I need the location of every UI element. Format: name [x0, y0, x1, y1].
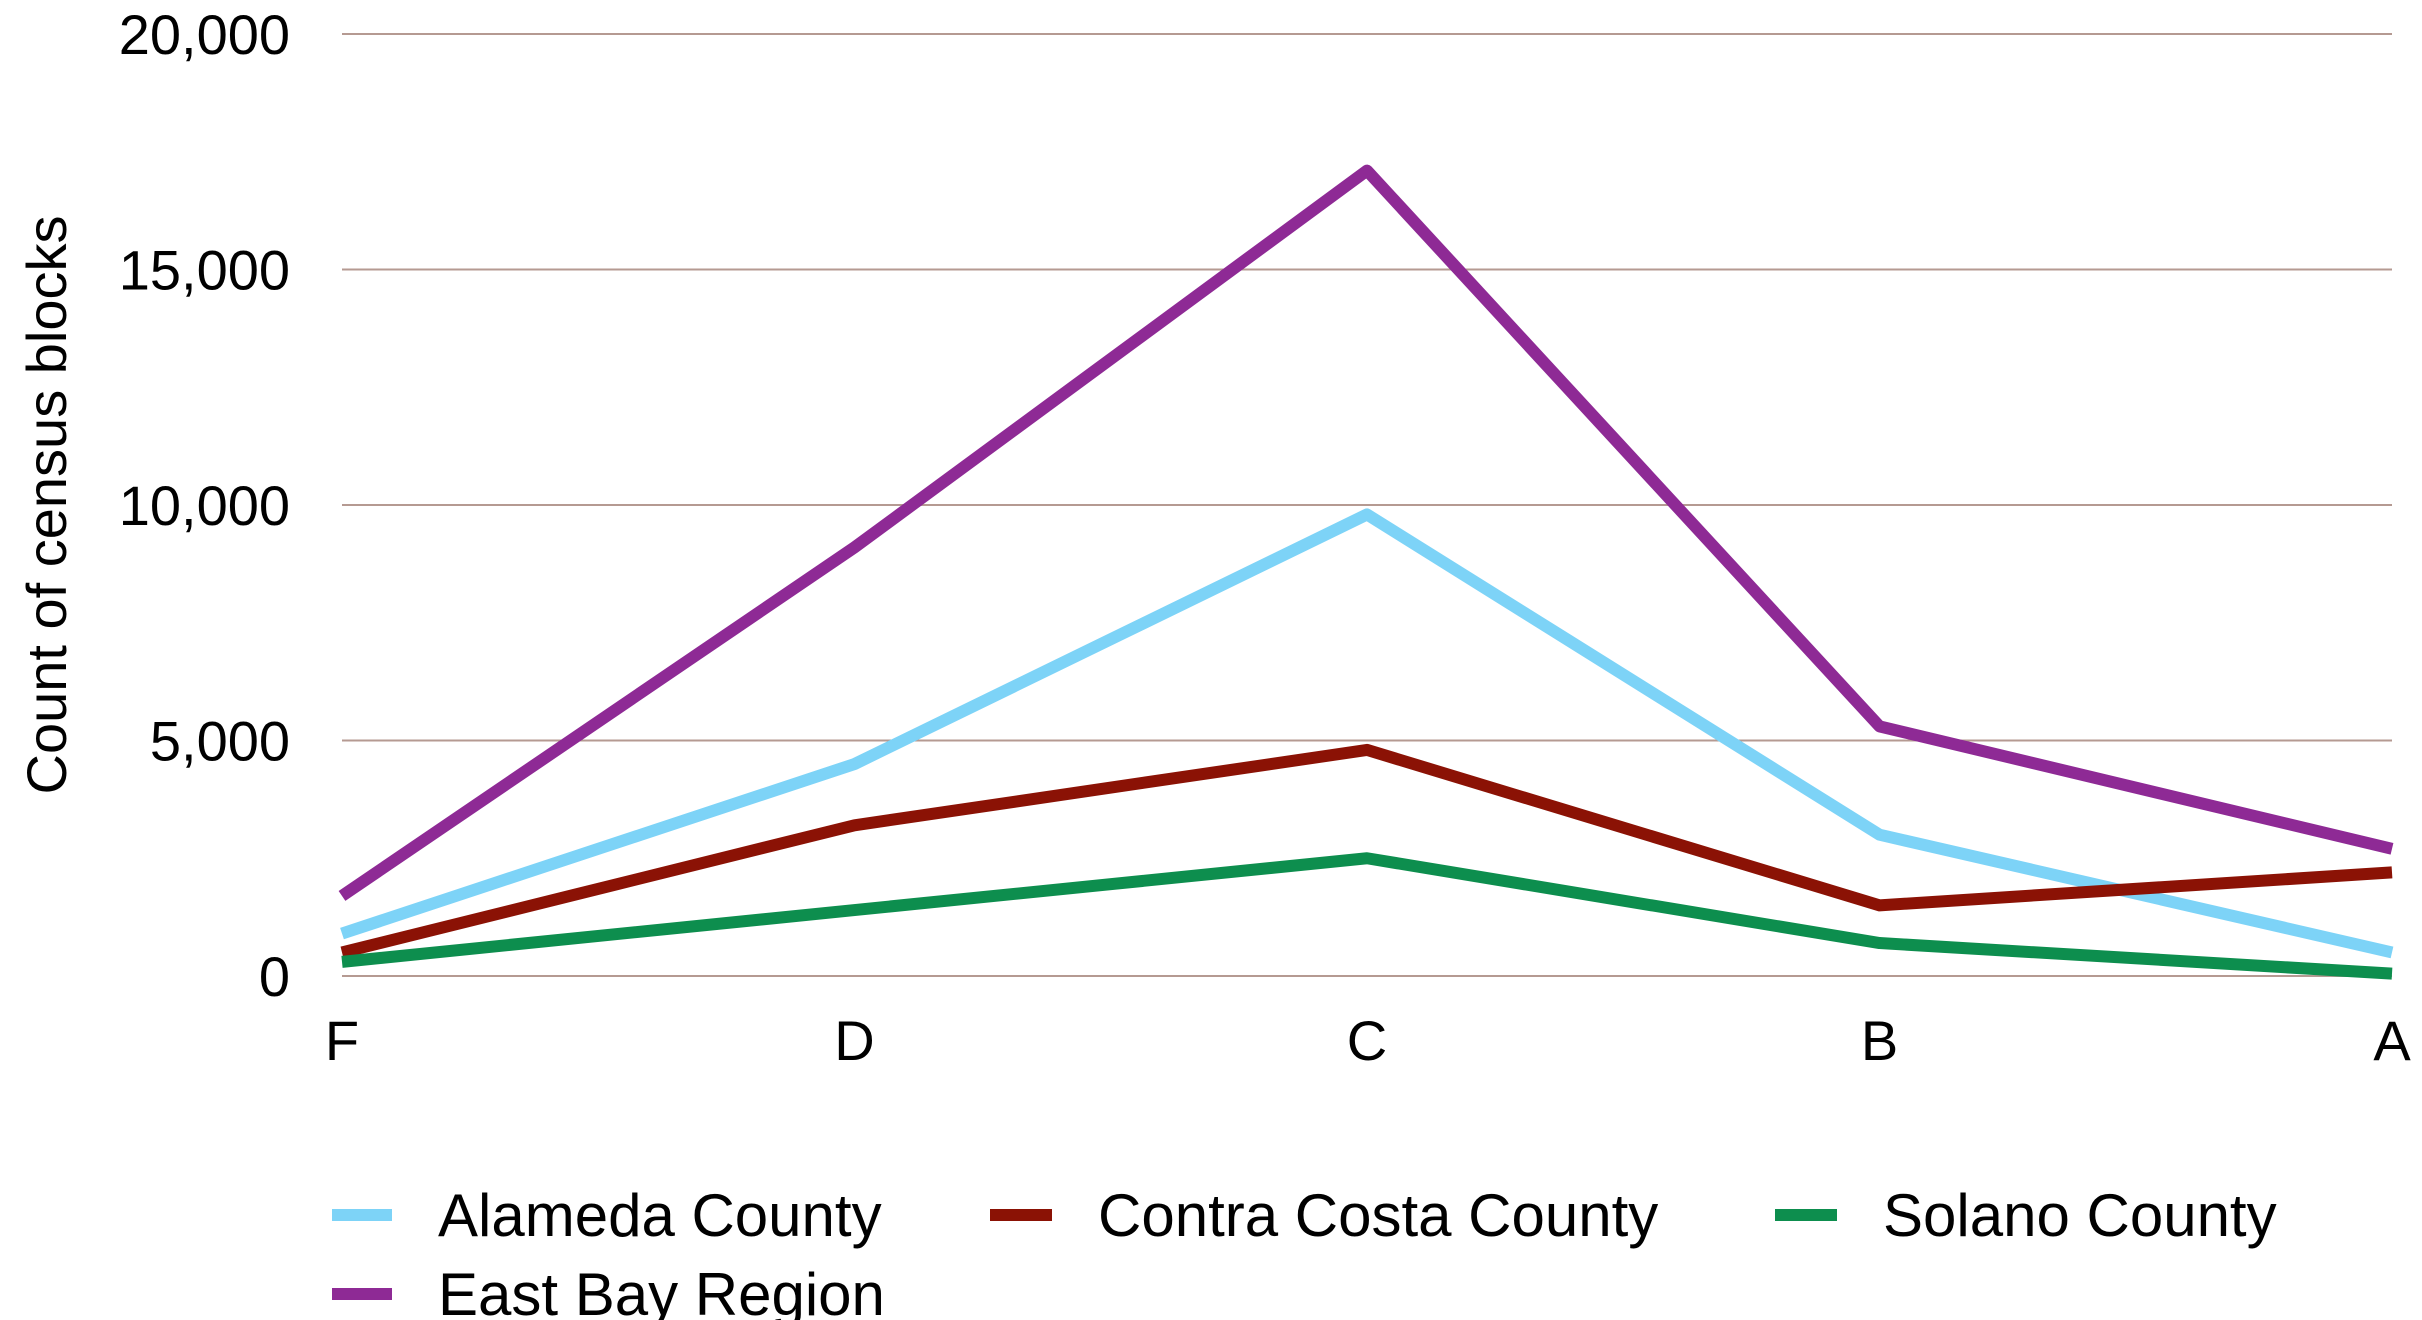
y-tick-label: 5,000 — [150, 710, 290, 773]
series-line-solano-county — [341, 852, 2393, 980]
x-tick-label: A — [2373, 1009, 2411, 1072]
gridlines — [342, 33, 2392, 977]
legend-item-solano-county: Solano County — [1775, 1182, 2277, 1249]
series-lines — [338, 164, 2394, 980]
y-axis-title: Count of census blocks — [15, 216, 78, 795]
y-tick-label: 0 — [259, 945, 290, 1008]
legend: Alameda County Contra Costa County Solano … — [332, 1182, 2277, 1320]
legend-item-east-bay-region: East Bay Region — [332, 1261, 885, 1320]
y-tick-label: 15,000 — [119, 239, 290, 302]
series-line-contra-costa-county — [340, 743, 2393, 959]
series-line-alameda-county — [340, 508, 2394, 959]
series-line-east-bay-region — [338, 164, 2394, 901]
x-tick-label: B — [1861, 1009, 1898, 1072]
legend-label: Alameda County — [438, 1182, 882, 1249]
legend-item-contra-costa-county: Contra Costa County — [990, 1182, 1658, 1249]
y-tick-label: 20,000 — [119, 3, 290, 66]
legend-label: East Bay Region — [438, 1261, 885, 1320]
legend-label: Contra Costa County — [1098, 1182, 1658, 1249]
x-tick-label: F — [325, 1009, 359, 1072]
y-axis-ticks: 0 5,000 10,000 15,000 20,000 — [119, 3, 290, 1008]
x-tick-label: D — [834, 1009, 874, 1072]
x-tick-label: C — [1347, 1009, 1387, 1072]
y-tick-label: 10,000 — [119, 474, 290, 537]
legend-item-alameda-county: Alameda County — [332, 1182, 882, 1249]
legend-label: Solano County — [1883, 1182, 2277, 1249]
